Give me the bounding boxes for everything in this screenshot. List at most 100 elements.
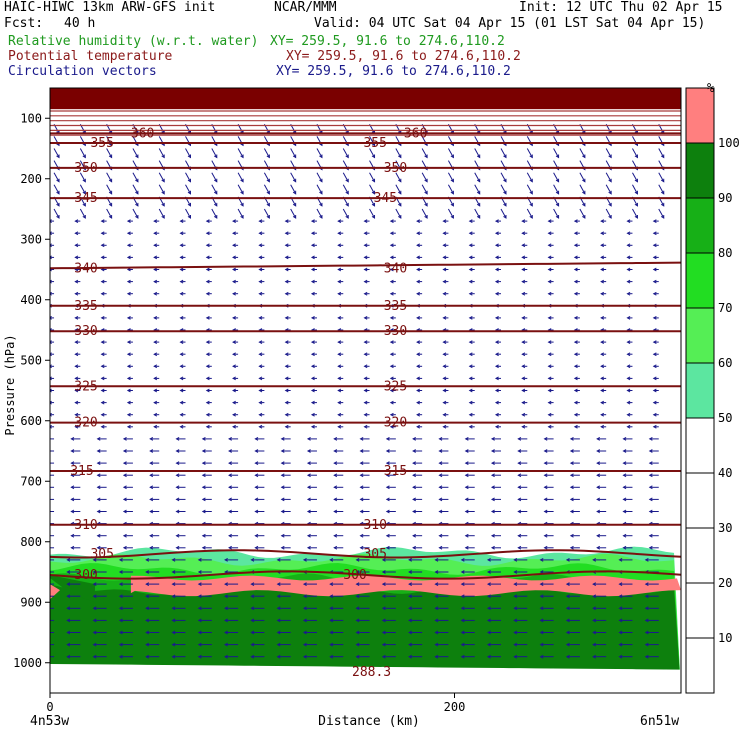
wind-vector-head [652, 279, 657, 284]
wind-vector [342, 184, 349, 195]
wind-vector-head [41, 619, 44, 622]
wind-vector-head [280, 437, 285, 441]
wind-vector-head [569, 533, 574, 538]
wind-vector-head [118, 582, 123, 586]
wind-vector-head [438, 449, 443, 453]
wind-vector-head [596, 437, 601, 441]
wind-vector-head [569, 437, 574, 441]
wind-vector-head [41, 643, 44, 646]
wind-vector-head [652, 291, 657, 296]
wind-vector-head [521, 412, 526, 417]
theta-contour-340 [50, 261, 681, 270]
wind-vector-head [302, 618, 307, 623]
wind-vector-head [254, 545, 259, 550]
wind-vector-head [600, 267, 605, 272]
wind-vector-head [153, 376, 158, 381]
wind-vector-head [468, 424, 473, 429]
wind-vector-head [644, 630, 649, 635]
wind-vector-head [45, 437, 48, 440]
wind-vector-head [460, 630, 465, 635]
wind-vector-head [250, 630, 255, 635]
wind-vector-head [228, 461, 232, 465]
wind-vector-head [569, 473, 574, 478]
wind-vector-head [547, 412, 552, 417]
wind-vector [500, 148, 507, 158]
wind-vector-head [652, 231, 657, 236]
y-tick-label: 100 [20, 111, 42, 125]
wind-vector-head [521, 255, 526, 260]
wind-vector-head [258, 412, 263, 417]
wind-vector [369, 172, 375, 182]
wind-vector-head [503, 214, 507, 219]
wind-vector-head [70, 509, 75, 514]
wind-vector-head [573, 316, 578, 320]
wind-vector-head [438, 533, 443, 538]
wind-vector-head [359, 545, 364, 550]
wind-vector-head [310, 388, 315, 393]
wind-vector-head [333, 497, 338, 502]
wind-vector-head [569, 449, 574, 453]
wind-vector-head [153, 267, 158, 272]
wind-vector-head [153, 243, 158, 248]
wind-vector-head [100, 231, 105, 236]
wind-vector [421, 208, 428, 219]
wind-vector-head [464, 461, 469, 465]
wind-vector-head [280, 497, 285, 502]
wind-vector-head [284, 388, 289, 393]
wind-vector-head [310, 424, 315, 429]
wind-vector-head [600, 400, 605, 405]
wind-vector-head [385, 473, 390, 478]
wind-vector-head [389, 231, 394, 236]
colorbar-tick-label: 70 [718, 301, 732, 315]
wind-vector-head [50, 388, 52, 393]
wind-vector-head [600, 316, 605, 320]
wind-vector-head [529, 202, 533, 207]
wind-vector-head [149, 437, 154, 441]
wind-vector-head [50, 279, 52, 284]
wind-vector-head [468, 267, 473, 272]
wind-vector-head [228, 473, 232, 478]
wind-vector-head [284, 267, 289, 272]
wind-vector-head [319, 154, 323, 159]
field-name-vectors: Circulation vectors [8, 64, 157, 79]
wind-vector-head [648, 437, 653, 441]
wind-vector-head [100, 400, 105, 405]
colorbar-unit: % [707, 81, 715, 95]
wind-vector-head [416, 243, 421, 248]
wind-vector-head [513, 570, 518, 574]
wind-vector-head [652, 364, 657, 369]
wind-vector-head [412, 473, 417, 478]
wind-vector-head [408, 606, 413, 611]
wind-vector-head [424, 202, 428, 207]
wind-vector-head [50, 364, 52, 369]
wind-vector-head [306, 497, 311, 502]
wind-vector-head [92, 630, 97, 635]
wind-vector [106, 148, 113, 158]
wind-vector-head [517, 485, 522, 490]
wind-vector-head [126, 255, 131, 260]
wind-vector-head [284, 412, 289, 417]
wind-vector-head [408, 654, 413, 659]
wind-vector-head [96, 437, 101, 441]
wind-vector-head [337, 376, 342, 381]
wind-vector-head [529, 190, 533, 195]
wind-vector-head [310, 255, 315, 260]
y-tick-label: 900 [20, 595, 42, 609]
wind-vector-head [74, 316, 79, 320]
wind-vector-head [503, 190, 507, 195]
wind-vector-head [438, 461, 443, 465]
wind-vector-head [337, 388, 342, 393]
wind-vector-head [569, 545, 574, 550]
wind-vector-head [333, 509, 338, 514]
wind-vector-head [582, 178, 586, 183]
wind-vector-head [82, 190, 86, 195]
wind-vector-head [100, 352, 105, 357]
wind-vector-head [179, 267, 184, 272]
wind-vector-head [648, 485, 653, 490]
wind-vector-head [153, 352, 158, 357]
wind-vector-head [92, 558, 97, 562]
wind-vector-head [408, 558, 413, 562]
org-label: NCAR/MMM [274, 0, 337, 15]
wind-vector-head [284, 364, 289, 369]
wind-vector-head [280, 473, 285, 478]
